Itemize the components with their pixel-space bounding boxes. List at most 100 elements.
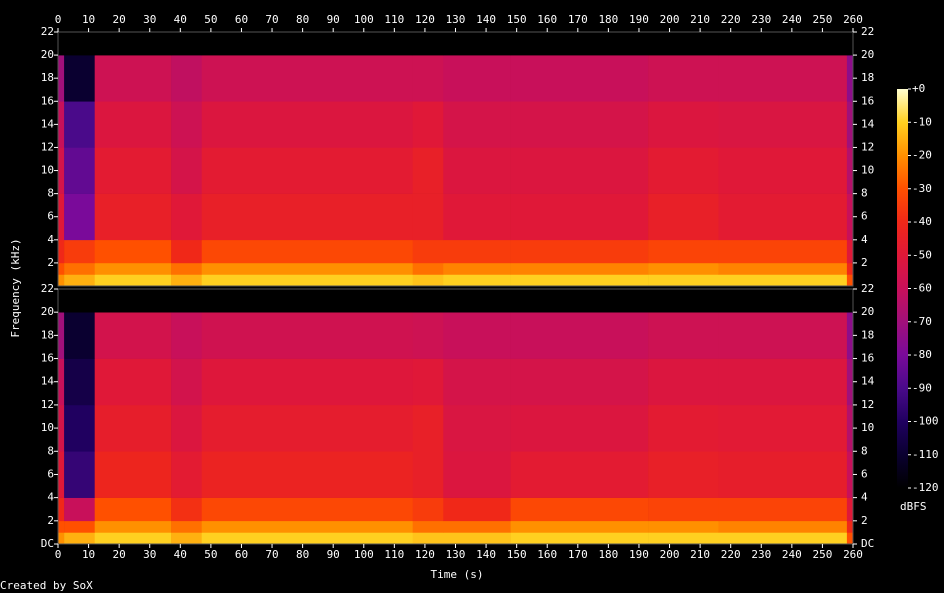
x-tick-label: 120 [415,13,435,26]
spectrogram-cell [846,239,854,264]
spectrogram-cell [510,532,649,545]
x-tick-label: 40 [174,13,187,26]
y-tick-label: 12 [861,398,874,411]
spectrogram-cell [648,274,719,287]
spectrogram-cell [64,532,95,545]
spectrogram-cell [846,451,854,498]
colorbar-tick-label: -90 [912,381,932,394]
colorbar-tick-label: -40 [912,215,932,228]
spectrogram-cell [171,404,203,452]
spectrogram-cell [846,520,854,533]
y-tick-label: 20 [861,48,874,61]
spectrogram-cell [171,32,203,56]
x-tick-label: 10 [82,548,95,561]
x-tick-label: 80 [296,548,309,561]
spectrogram-cell [94,101,172,148]
y-tick-label: 18 [41,71,54,84]
spectrogram-cell [648,358,719,406]
y-tick-label: 12 [861,140,874,153]
y-tick-label: 10 [861,164,874,177]
spectrogram-cell [171,451,203,498]
spectrogram-cell [718,404,848,452]
spectrogram-cell [718,101,848,148]
spectrogram-cell [171,274,203,287]
spectrogram-cell [412,497,444,522]
y-tick-label: 4 [861,233,868,246]
spectrogram-cell [171,532,203,545]
x-tick-label: 0 [55,548,62,561]
spectrogram-cell [201,55,413,102]
spectrogram-cell [58,193,65,241]
spectrogram-cell [412,193,444,241]
spectrogram-cell [443,520,511,533]
spectrogram-cell [846,312,854,359]
y-tick-label: 20 [41,48,54,61]
spectrogram-cell [94,32,172,56]
spectrogram-cell [94,147,172,194]
spectrogram-cell [201,358,413,406]
spectrogram-cell [64,312,95,359]
spectrogram-cell [510,497,649,522]
spectrogram-cell [846,532,854,545]
x-tick-label: 210 [690,13,710,26]
spectrogram-cell [412,289,444,313]
y-tick-label: 6 [47,467,54,480]
spectrogram-cell [171,55,203,102]
spectrogram-cell [94,289,172,313]
y-tick-label: 6 [861,210,868,223]
x-axis-label: Time (s) [431,568,484,581]
spectrogram-cell [510,147,649,194]
x-tick-label: 170 [568,548,588,561]
x-tick-label: 100 [354,548,374,561]
spectrogram-cell [201,520,413,533]
y-tick-label: 6 [861,467,868,480]
spectrogram-cell [648,451,719,498]
spectrogram-cell [64,274,95,287]
x-tick-label: 160 [537,13,557,26]
spectrogram-cell [201,289,413,313]
spectrogram-cell [171,289,203,313]
x-tick-label: 40 [174,548,187,561]
spectrogram-cell [718,497,848,522]
y-tick-label: 20 [861,305,874,318]
spectrogram-cell [58,497,65,522]
spectrogram-cell [443,358,511,406]
spectrogram-cell [201,404,413,452]
spectrogram-cell [412,262,444,275]
spectrogram-cell [94,520,172,533]
spectrogram-cell [64,497,95,522]
spectrogram-cell [64,262,95,275]
spectrogram-cell [58,147,65,194]
spectrogram-cell [412,312,444,359]
y-tick-label: DC [41,537,54,550]
spectrogram-cell [510,262,649,275]
spectrogram-cell [94,312,172,359]
spectrogram-cell [412,147,444,194]
x-tick-label: 120 [415,548,435,561]
spectrogram-cell [443,193,511,241]
x-tick-label: 70 [265,13,278,26]
spectrogram-cell [718,193,848,241]
y-tick-label: 14 [41,375,55,388]
spectrogram-cell [201,312,413,359]
y-tick-label: 2 [47,514,54,527]
x-tick-label: 240 [782,548,802,561]
spectrogram-cell [64,55,95,102]
spectrogram-cell [648,101,719,148]
spectrogram-cell [510,101,649,148]
x-tick-label: 140 [476,13,496,26]
x-tick-label: 50 [204,13,217,26]
spectrogram-cell [94,274,172,287]
spectrogram-cell [510,274,649,287]
spectrogram-cell [94,451,172,498]
y-tick-label: 22 [861,25,874,38]
spectrogram-cell [201,101,413,148]
y-tick-label: 10 [861,421,874,434]
colorbar-tick-label: -10 [912,115,932,128]
spectrogram-cell [171,239,203,264]
spectrogram-cell [443,147,511,194]
y-tick-label: 14 [861,117,875,130]
y-tick-label: 6 [47,210,54,223]
spectrogram-cell [846,32,854,56]
spectrogram-cell [201,147,413,194]
